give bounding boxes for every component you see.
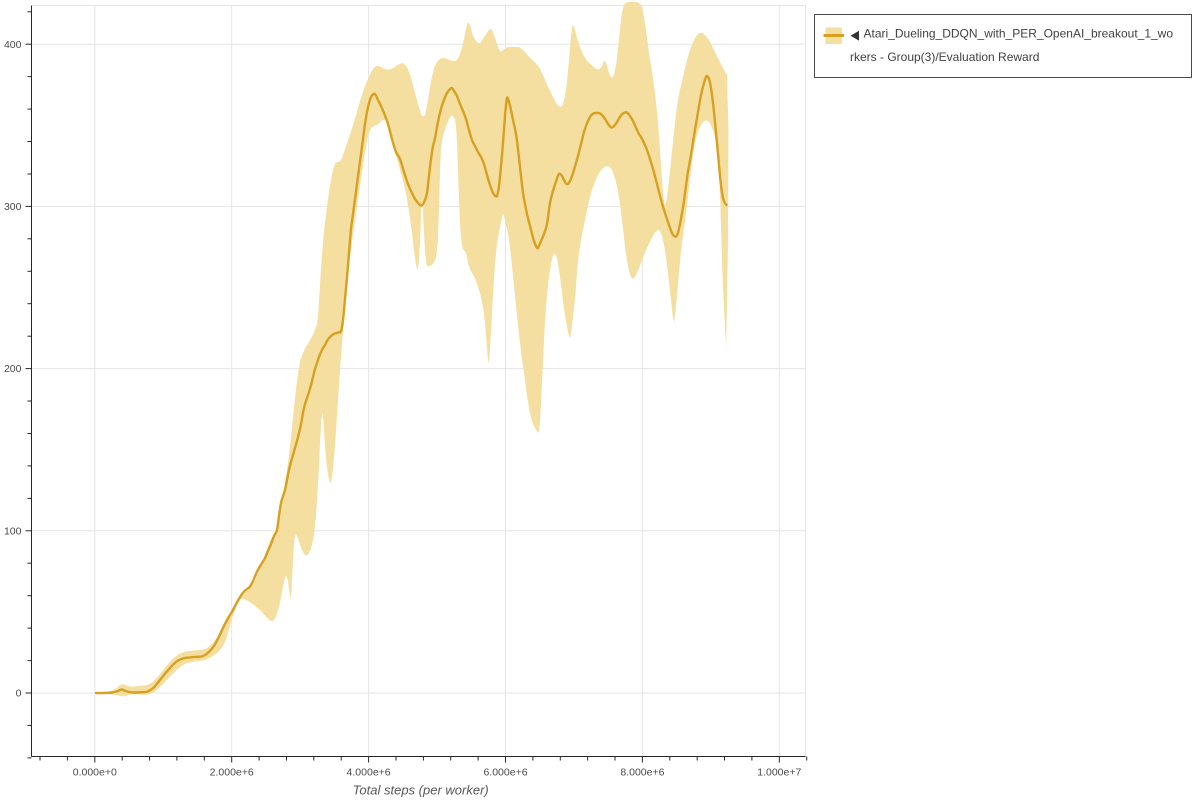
svg-text:400: 400 <box>4 39 22 51</box>
svg-text:Total steps (per worker): Total steps (per worker) <box>353 783 489 798</box>
svg-text:0: 0 <box>16 688 22 700</box>
svg-text:6.000e+6: 6.000e+6 <box>483 766 527 778</box>
svg-text:300: 300 <box>4 201 22 213</box>
svg-text:1.000e+7: 1.000e+7 <box>757 766 801 778</box>
svg-text:200: 200 <box>4 363 22 375</box>
svg-text:4.000e+6: 4.000e+6 <box>347 766 391 778</box>
svg-text:0.000e+0: 0.000e+0 <box>73 766 117 778</box>
svg-text:rkers - Group(3)/Evaluation Re: rkers - Group(3)/Evaluation Reward <box>850 50 1039 64</box>
svg-text:2.000e+6: 2.000e+6 <box>210 766 254 778</box>
svg-text:8.000e+6: 8.000e+6 <box>620 766 664 778</box>
svg-text:100: 100 <box>4 525 22 537</box>
svg-text:Atari_Dueling_DDQN_with_PER_Op: Atari_Dueling_DDQN_with_PER_OpenAI_break… <box>864 27 1174 41</box>
